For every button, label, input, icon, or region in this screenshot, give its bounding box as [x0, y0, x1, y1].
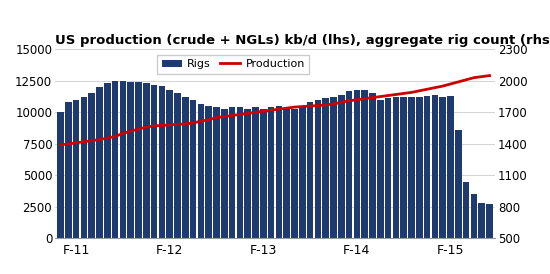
Bar [291, 109, 298, 238]
Bar [408, 97, 415, 238]
Bar [221, 109, 228, 238]
Bar [104, 83, 111, 238]
Bar [322, 98, 329, 238]
Bar [135, 82, 142, 238]
Bar [471, 194, 477, 238]
Bar [400, 97, 407, 238]
Bar [354, 90, 360, 238]
Bar [213, 107, 220, 238]
Bar [447, 96, 454, 238]
Bar [315, 100, 321, 238]
Bar [361, 90, 368, 238]
Bar [205, 106, 212, 238]
Bar [57, 112, 64, 238]
Bar [299, 107, 306, 238]
Bar [260, 109, 267, 238]
Bar [151, 85, 157, 238]
Bar [432, 95, 438, 238]
Bar [80, 97, 87, 238]
Bar [182, 97, 189, 238]
Bar [229, 107, 235, 238]
Bar [166, 90, 173, 238]
Bar [283, 109, 290, 238]
Bar [112, 81, 118, 238]
Bar [416, 97, 422, 238]
Bar [197, 104, 204, 238]
Bar [89, 93, 95, 238]
Bar [439, 97, 446, 238]
Bar [307, 102, 314, 238]
Bar [128, 82, 134, 238]
Bar [174, 93, 181, 238]
Bar [268, 107, 274, 238]
Bar [369, 93, 376, 238]
Bar [338, 95, 345, 238]
Bar [385, 98, 392, 238]
Bar [119, 81, 126, 238]
Bar [190, 100, 196, 238]
Bar [244, 109, 251, 238]
Bar [424, 96, 431, 238]
Text: US production (crude + NGLs) kb/d (lhs), aggregate rig count (rhs): US production (crude + NGLs) kb/d (lhs),… [55, 34, 550, 47]
Bar [393, 97, 399, 238]
Bar [96, 87, 103, 238]
Bar [236, 107, 243, 238]
Legend: Rigs, Production: Rigs, Production [157, 55, 309, 74]
Bar [73, 100, 79, 238]
Bar [143, 83, 150, 238]
Bar [330, 97, 337, 238]
Bar [486, 204, 493, 238]
Bar [377, 100, 384, 238]
Bar [252, 107, 259, 238]
Bar [158, 86, 165, 238]
Bar [276, 106, 282, 238]
Bar [455, 130, 461, 238]
Bar [346, 91, 353, 238]
Bar [478, 203, 485, 238]
Bar [463, 182, 470, 238]
Bar [65, 102, 72, 238]
